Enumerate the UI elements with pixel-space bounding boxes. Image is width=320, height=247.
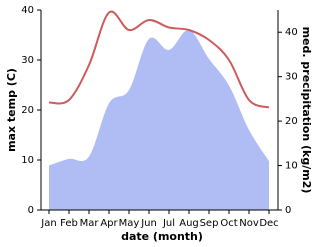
x-tick-label: Jan	[40, 218, 56, 229]
y2-tick-label: 10	[285, 161, 298, 172]
precipitation-area	[49, 29, 269, 210]
y2-tick-label: 0	[285, 205, 291, 216]
x-axis-label: date (month)	[121, 230, 203, 243]
y-tick-label: 30	[21, 55, 34, 66]
y-axis-label: max temp (C)	[5, 68, 18, 152]
x-tick-label: May	[119, 218, 140, 229]
y-tick-label: 40	[21, 5, 34, 16]
x-tick-label: Feb	[60, 218, 78, 229]
y2-axis-label: med. precipitation (kg/m2)	[300, 27, 313, 194]
y2-tick-label: 30	[285, 72, 298, 83]
y2-tick-label: 40	[285, 27, 298, 38]
y2-tick-label: 20	[285, 116, 298, 127]
x-tick-label: Jul	[162, 218, 175, 229]
x-tick-label: Mar	[80, 218, 100, 229]
x-tick-label: Nov	[239, 218, 259, 229]
x-tick-label: Apr	[100, 218, 118, 229]
x-tick-label: Dec	[259, 218, 278, 229]
y-tick-label: 10	[21, 155, 34, 166]
y-tick-label: 0	[28, 205, 34, 216]
x-tick-label: Jun	[140, 218, 157, 229]
x-tick-label: Aug	[179, 218, 199, 229]
temperature-line	[48, 10, 270, 109]
x-tick-label: Oct	[220, 218, 237, 229]
y-tick-label: 20	[21, 105, 34, 116]
x-tick-label: Sep	[200, 218, 219, 229]
